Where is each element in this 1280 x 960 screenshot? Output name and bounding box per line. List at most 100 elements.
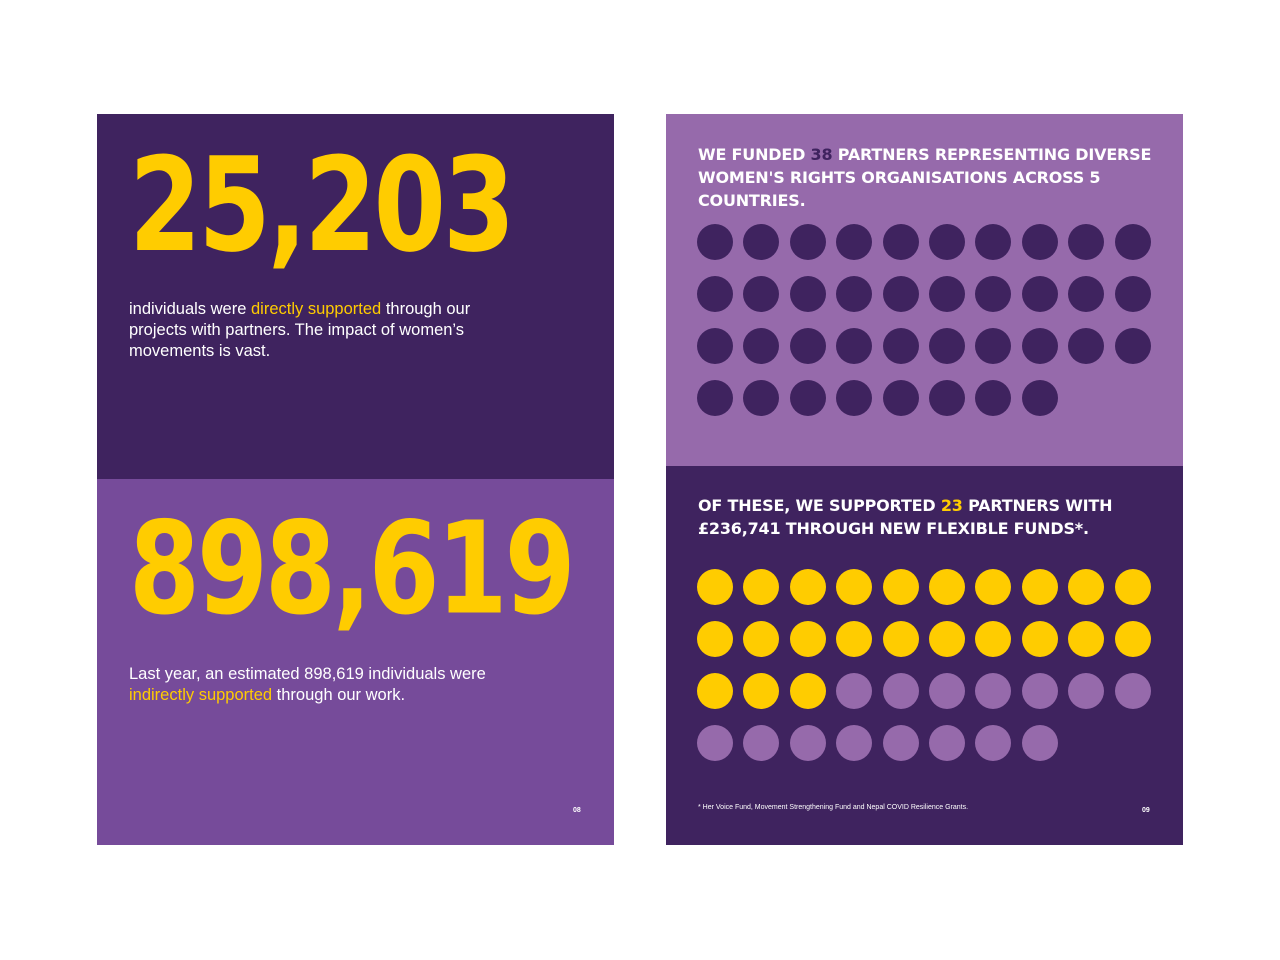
partner-dot (1114, 621, 1151, 657)
partner-dot (1068, 276, 1105, 312)
partner-dot (1114, 673, 1151, 709)
partner-dot (1021, 224, 1058, 260)
partner-dot (697, 380, 733, 416)
partner-dot (1068, 621, 1105, 657)
partner-dot (789, 276, 826, 312)
partner-dot (882, 621, 919, 657)
partner-dot (1021, 673, 1058, 709)
stat-panel-indirect (97, 479, 614, 845)
partner-dot (929, 621, 965, 657)
partner-dot (836, 328, 873, 364)
partner-dot (1114, 569, 1151, 605)
partner-dot (882, 569, 919, 605)
partner-dot (1068, 328, 1105, 364)
partner-dot (1068, 673, 1105, 709)
partner-dot (1021, 380, 1058, 416)
page-number-right: 09 (1142, 807, 1150, 814)
indirect-text-after: through our work. (272, 686, 406, 704)
partner-dot (743, 276, 780, 312)
partner-dot (1114, 276, 1151, 312)
partner-dot (697, 276, 733, 312)
partner-dot (836, 673, 873, 709)
partner-dot (789, 725, 826, 761)
partner-dot (836, 224, 873, 260)
indirect-text-highlight: indirectly supported (129, 686, 273, 704)
partner-dot (882, 224, 919, 260)
partner-dot (1068, 569, 1105, 605)
indirect-support-number: 898,619 (129, 494, 576, 644)
partner-dot (882, 673, 919, 709)
direct-text-before: individuals were (129, 300, 251, 318)
partner-dot (697, 569, 733, 605)
partner-dot (836, 276, 873, 312)
partner-dot (789, 673, 826, 709)
partner-dot (697, 224, 733, 260)
partner-dot (882, 328, 919, 364)
partner-dot (975, 276, 1012, 312)
partner-dot (929, 569, 965, 605)
heading-2-before: Of these, we supported (698, 496, 941, 515)
right-page: We funded 38 partners representing diver… (666, 114, 1183, 845)
heading-1-number: 38 (810, 145, 833, 164)
partner-dot (1021, 725, 1058, 761)
partner-dot (929, 276, 965, 312)
partner-dot (975, 224, 1012, 260)
partner-dot (743, 224, 780, 260)
partner-dot (789, 224, 826, 260)
partner-dot (929, 380, 965, 416)
partner-dot (975, 725, 1012, 761)
indirect-support-text: Last year, an estimated 898,619 individu… (129, 664, 549, 706)
direct-text-highlight: directly supported (250, 300, 382, 318)
partner-dot (882, 725, 919, 761)
funded-partners-heading: We funded 38 partners representing diver… (698, 143, 1158, 212)
partner-dot (743, 621, 780, 657)
heading-1-after: partners representing diverse women's ri… (698, 145, 1152, 210)
partner-dot (697, 673, 733, 709)
partner-dot (1021, 569, 1058, 605)
indirect-text-before: Last year, an estimated 898,619 individu… (129, 665, 486, 683)
partner-dot (789, 621, 826, 657)
partner-dot (1021, 276, 1058, 312)
partner-dot (836, 569, 873, 605)
partner-dot (789, 380, 826, 416)
partner-dot (1114, 224, 1151, 260)
partner-dot (975, 328, 1012, 364)
partner-dot (743, 328, 780, 364)
partner-dot (882, 276, 919, 312)
partner-dot (975, 621, 1012, 657)
direct-support-number: 25,203 (129, 128, 515, 282)
partner-dot (929, 328, 965, 364)
stat-panel-direct (97, 114, 614, 479)
partner-dot (697, 621, 733, 657)
partner-dot (743, 725, 780, 761)
heading-1-before: We funded (698, 145, 811, 164)
partner-dot (836, 725, 873, 761)
heading-2-after: partners with £236,741 through new flexi… (698, 496, 1113, 538)
partner-dot (975, 380, 1012, 416)
flexible-funds-heading: Of these, we supported 23 partners with … (698, 494, 1158, 540)
partner-dot (836, 621, 873, 657)
partner-dot (697, 725, 733, 761)
left-page: 25,203 individuals were directly support… (97, 114, 614, 845)
partner-dot (882, 380, 919, 416)
partner-dot (929, 224, 965, 260)
partner-dot (929, 673, 965, 709)
partner-dot (789, 569, 826, 605)
partner-dot (743, 569, 780, 605)
heading-2-number: 23 (940, 496, 963, 515)
partner-dot (1068, 224, 1105, 260)
page-number-left: 08 (573, 807, 581, 814)
partner-dot (836, 380, 873, 416)
partner-dot (1021, 328, 1058, 364)
partner-dot (929, 725, 965, 761)
partner-dot (1114, 328, 1151, 364)
footnote: * Her Voice Fund, Movement Strengthening… (698, 804, 969, 811)
direct-text-after: through our projects with partners. The … (129, 300, 471, 360)
flexible-funds-panel (666, 466, 1183, 845)
partner-dot (697, 328, 733, 364)
partner-dot (743, 380, 780, 416)
partner-dot (975, 569, 1012, 605)
partner-dot (789, 328, 826, 364)
partner-dot (743, 673, 780, 709)
direct-support-text: individuals were directly supported thro… (129, 299, 509, 362)
